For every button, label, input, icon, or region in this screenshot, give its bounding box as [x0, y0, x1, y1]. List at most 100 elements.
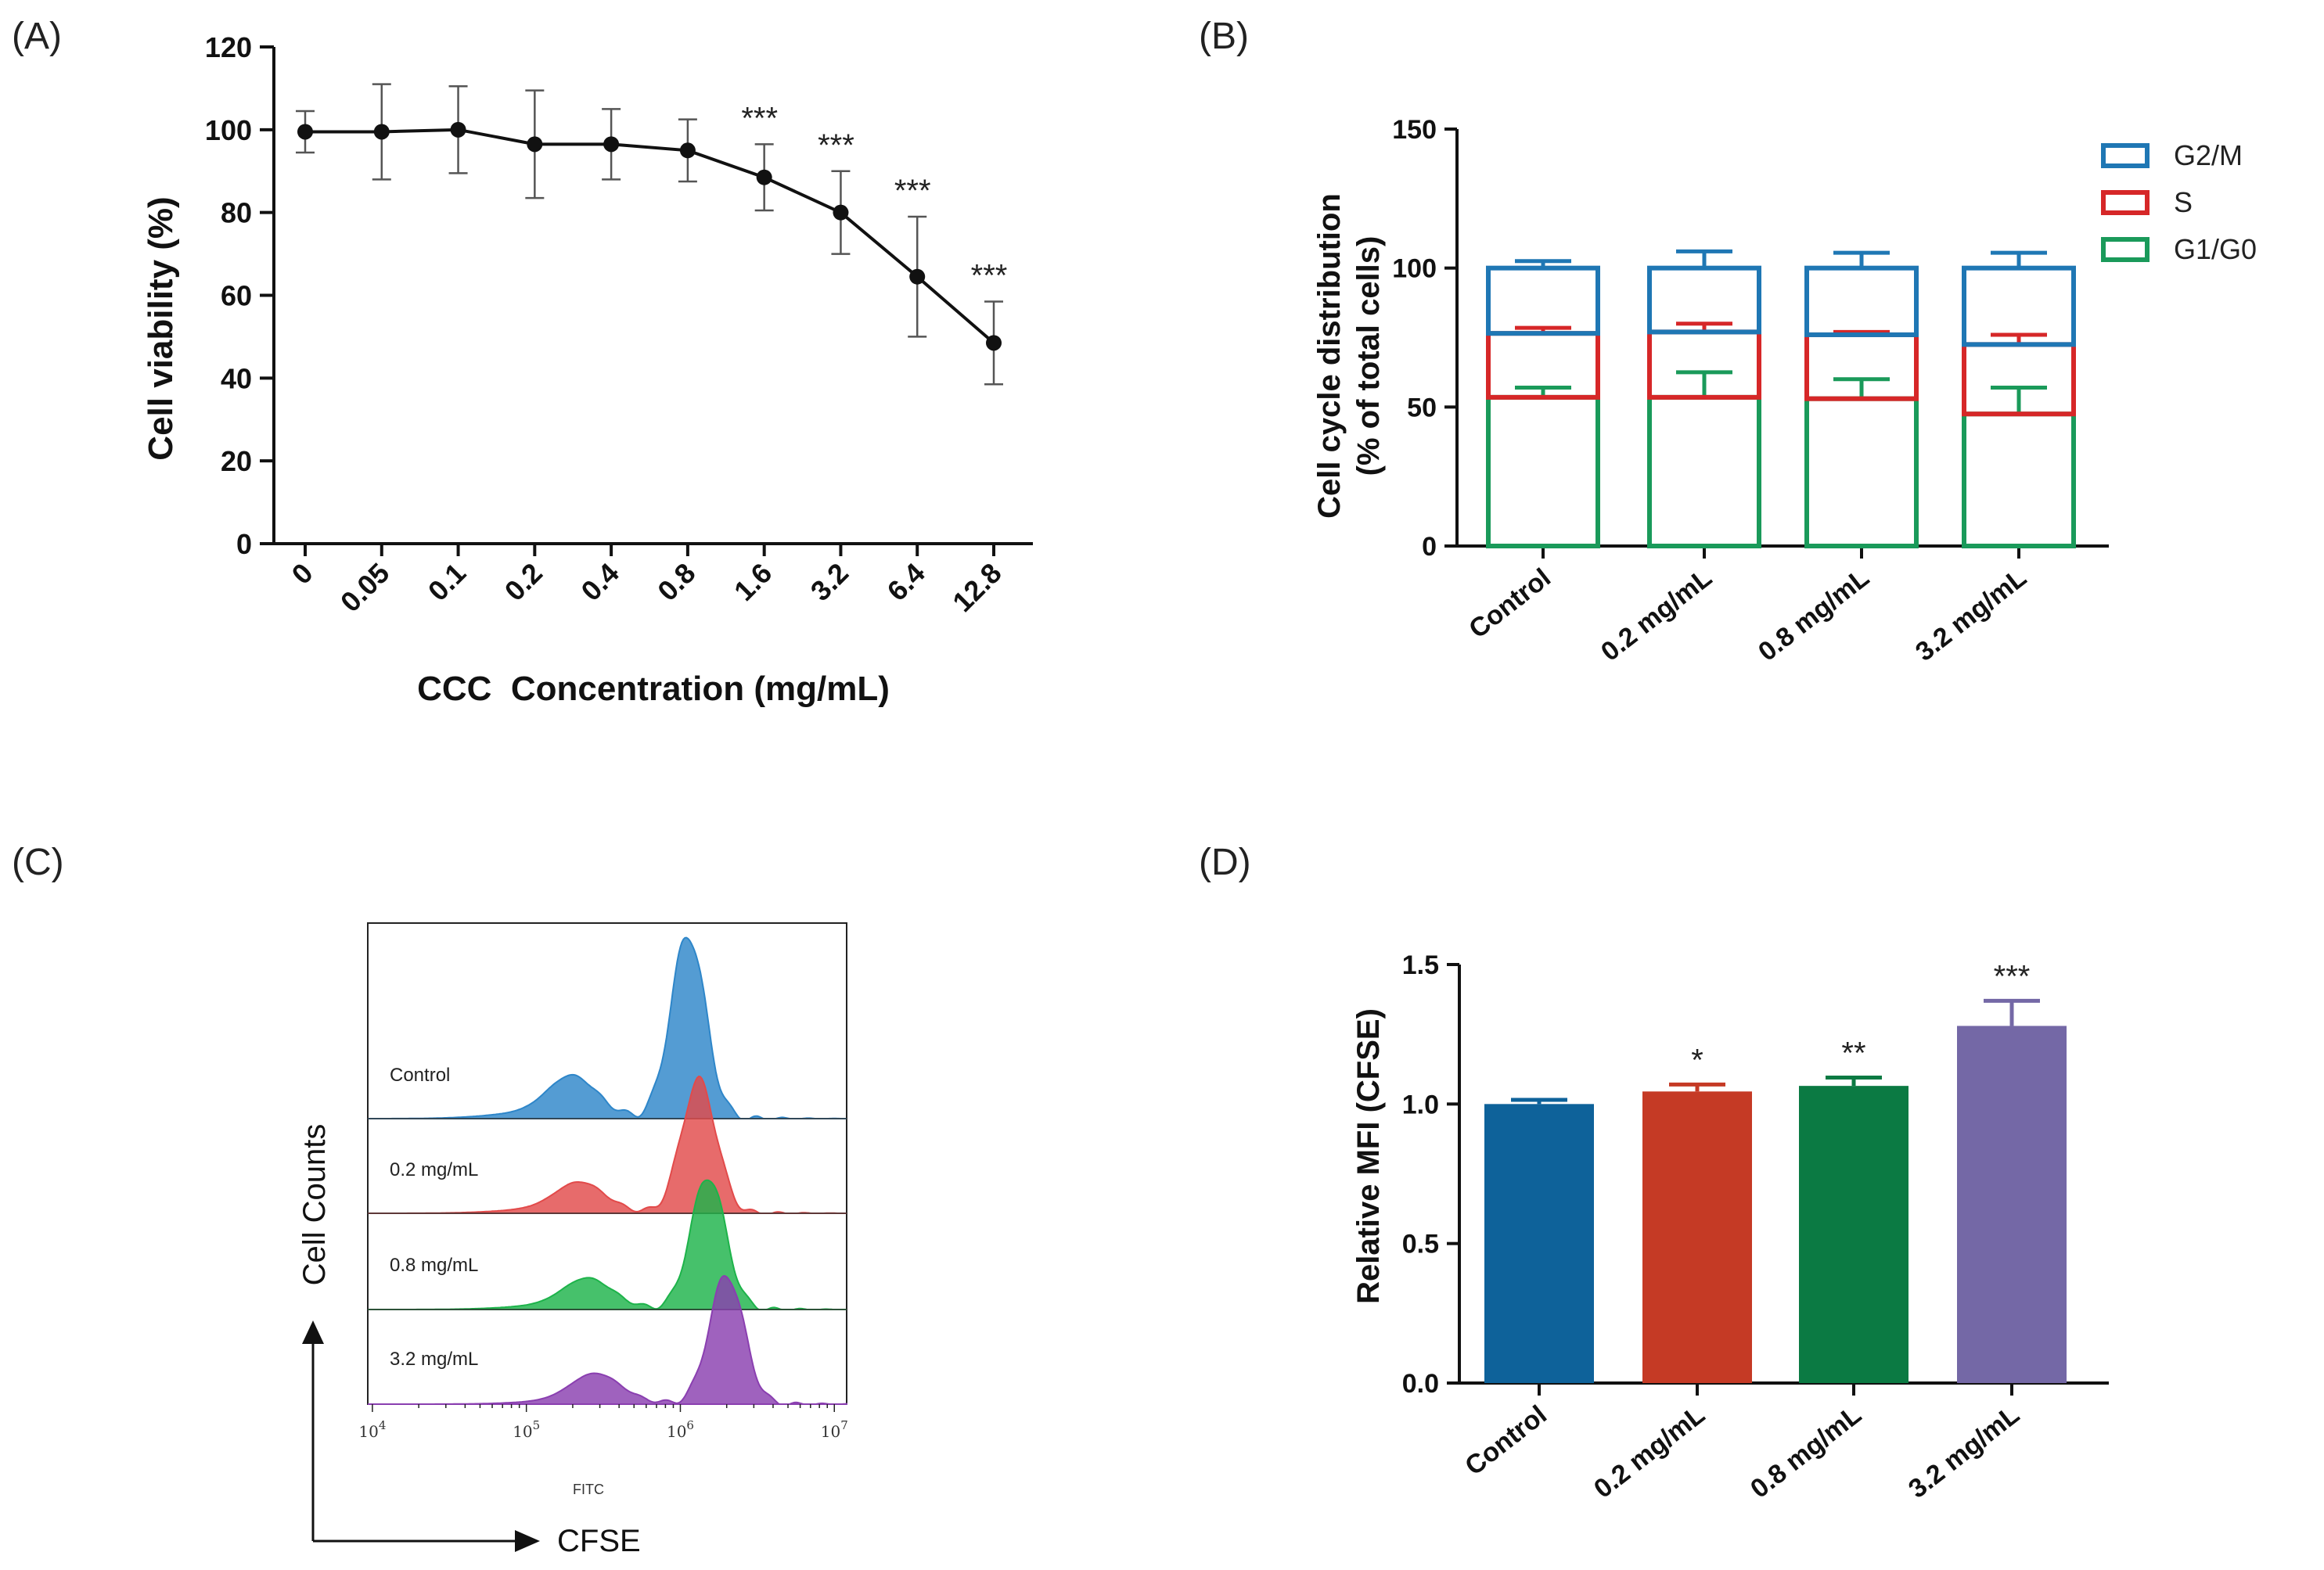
chart-b-y-axis-title-line2: (% of total cells) — [1351, 236, 1386, 476]
chart-b-legend-swatch — [2101, 143, 2150, 168]
chart-b-y-tick-label: 50 — [1407, 393, 1437, 422]
chart-d-bar — [1957, 1026, 2067, 1383]
panel-label-a: (A) — [12, 16, 62, 57]
chart-d-x-tick-label: 0.2 mg/mL — [1588, 1399, 1711, 1504]
chart-c-histogram-series — [368, 936, 847, 1119]
chart-d-y-tick-label: 0.0 — [1402, 1369, 1439, 1399]
panel-label-c: (C) — [12, 842, 64, 883]
chart-a-point — [756, 169, 772, 185]
chart-b-y-tick-label: 100 — [1392, 254, 1437, 284]
chart-c-histogram-series — [368, 1275, 847, 1405]
chart-a-x-tick-label: 0.4 — [574, 557, 624, 607]
chart-b: 0 50 100 150 Control 0.2 mg/mL 0.8 mg/mL 3.2 mg… — [1312, 115, 2257, 667]
chart-a-point — [833, 204, 849, 221]
chart-d-y-tick-label: 0.5 — [1402, 1230, 1439, 1259]
chart-c-x-tick-label: 104 — [358, 1418, 386, 1441]
chart-d-y-tick-label: 1.5 — [1402, 950, 1439, 980]
chart-a-point — [297, 124, 313, 140]
chart-a-y-tick-label: 100 — [205, 114, 252, 146]
chart-c-x-tick-exponent: 5 — [533, 1418, 541, 1432]
chart-c-histogram-series — [368, 1075, 847, 1214]
chart-b-legend-swatch — [2101, 237, 2150, 262]
chart-b-bar-g2m — [1804, 265, 1919, 337]
chart-a-significance: *** *** *** *** — [741, 101, 1007, 293]
chart-d-bar — [1799, 1086, 1908, 1383]
chart-d-significance-label: *** — [1994, 959, 2031, 993]
chart-a-x-tick-label: 1.6 — [728, 557, 778, 607]
chart-d-significance: * ***** — [1691, 959, 2030, 1077]
chart-a-series-line — [305, 128, 995, 344]
chart-b-x-tick-label: 3.2 mg/mL — [1910, 562, 2032, 666]
chart-a-point — [450, 121, 466, 138]
chart-b-bar-g1g0 — [1486, 394, 1600, 548]
chart-b-legend-swatch — [2101, 190, 2150, 215]
chart-c-x-axis-title: FITC — [573, 1482, 604, 1497]
chart-a-point — [373, 124, 390, 140]
chart-a-y-tick-label: 0 — [236, 528, 252, 560]
chart-c-x-tick-label: 106 — [667, 1418, 694, 1441]
chart-c-x-arrow-head — [515, 1530, 540, 1552]
chart-c-histogram-label: Control — [390, 1065, 450, 1086]
chart-a-x-tick-label: 0.2 — [498, 557, 549, 607]
chart-a-point — [603, 136, 620, 153]
chart-c-histogram-label: 3.2 mg/mL — [390, 1349, 478, 1370]
chart-a-y-tick-label: 60 — [221, 280, 252, 312]
chart-a-y-tick-label: 40 — [221, 362, 252, 394]
chart-a-y-axis-title: Cell viability (%) — [142, 196, 180, 460]
chart-a-error-bars — [296, 83, 1003, 386]
chart-a-axes — [272, 47, 1033, 545]
chart-b-legend-label: S — [2174, 186, 2193, 218]
chart-b-y-axis-title-line1: Cell cycle distribution — [1312, 193, 1347, 519]
chart-c-histogram-label: 0.8 mg/mL — [390, 1255, 478, 1276]
chart-d-significance-label: ** — [1841, 1036, 1865, 1070]
chart-d-y-axis-title: Relative MFI (CFSE) — [1351, 1008, 1386, 1304]
chart-a-point — [986, 335, 1002, 351]
chart-a-ticks: 0 20 40 60 80 100 120 0 0.05 0.1 0.2 0.4 0.8 1.6 3.2 6.… — [205, 31, 1008, 618]
chart-d-x-tick-label: Control — [1459, 1399, 1552, 1481]
chart-c-x-tick-base: 10 — [821, 1422, 840, 1441]
chart-d-x-tick-label: 3.2 mg/mL — [1903, 1399, 2025, 1504]
chart-a-x-tick-label: 0.1 — [422, 557, 472, 607]
chart-a-significance-label: *** — [894, 174, 931, 208]
chart-c-arrow-label: CFSE — [557, 1524, 641, 1558]
chart-a-significance-label: *** — [971, 258, 1008, 293]
chart-b-bar-g2m — [1486, 265, 1600, 336]
chart-b-x-tick-label: 0.8 mg/mL — [1753, 562, 1875, 666]
chart-b-axes — [1455, 129, 2109, 548]
chart-a-x-tick-label: 6.4 — [880, 557, 930, 607]
chart-d-bar — [1484, 1104, 1594, 1383]
chart-b-x-tick-label: Control — [1463, 562, 1556, 644]
chart-c-x-tick-base: 10 — [358, 1422, 378, 1441]
chart-c-histogram-label: 0.2 mg/mL — [390, 1159, 478, 1180]
chart-a-point — [909, 268, 926, 285]
chart-d-significance-label: * — [1691, 1043, 1703, 1077]
chart-c-x-tick-exponent: 6 — [686, 1418, 694, 1432]
panel-label-d: (D) — [1199, 842, 1251, 883]
chart-c-x-tick-exponent: 4 — [379, 1418, 387, 1432]
chart-c-histograms: Control 0.2 mg/mL 0.8 mg/mL 3.2 mg/mL — [368, 936, 847, 1405]
chart-b-legend: G2/M S G1/G0 — [2101, 139, 2257, 265]
chart-d-y-tick-label: 1.0 — [1402, 1090, 1439, 1119]
chart-b-legend-label: G2/M — [2174, 139, 2243, 171]
chart-a-x-axis-title: CCC Concentration (mg/mL) — [417, 670, 890, 708]
chart-a-y-tick-label: 20 — [221, 445, 252, 477]
chart-a-points — [297, 121, 1002, 351]
chart-b-x-tick-label: 0.2 mg/mL — [1596, 562, 1718, 666]
chart-a-point — [679, 142, 696, 159]
chart-d-x-tick-label: 0.8 mg/mL — [1745, 1399, 1867, 1504]
chart-b-bar-g1g0 — [1647, 394, 1761, 548]
chart-a-y-tick-label: 80 — [221, 197, 252, 229]
chart-a-x-tick-label: 3.2 — [804, 557, 854, 607]
chart-a-point — [527, 136, 543, 153]
chart-a-x-tick-label: 0.05 — [334, 557, 396, 619]
chart-a-x-tick-label: 0 — [286, 557, 319, 591]
chart-c-ticks: 104 105 106 107 — [358, 1404, 848, 1441]
chart-c-x-tick-base: 10 — [513, 1422, 532, 1441]
chart-c-x-tick-exponent: 7 — [840, 1418, 848, 1432]
chart-c-x-tick-label: 105 — [513, 1418, 540, 1441]
chart-b-bar-g1g0 — [1804, 396, 1919, 548]
chart-a-x-tick-label: 0.8 — [651, 557, 701, 607]
chart-b-legend-label: G1/G0 — [2174, 233, 2257, 265]
